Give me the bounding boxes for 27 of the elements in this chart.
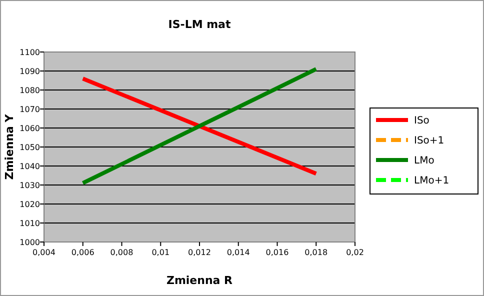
y-axis-title: Zmienna Y [3, 113, 16, 180]
y-tick-label: 1040 [20, 162, 40, 171]
y-tick-label: 1050 [20, 142, 40, 152]
y-tick-label: 1010 [20, 218, 40, 228]
x-axis-title: Zmienna R [166, 274, 234, 287]
legend-label: ISo+1 [414, 136, 444, 146]
chart-title: IS-LM mat [168, 18, 231, 31]
x-tick-label: 0,014 [226, 248, 250, 257]
x-tick-label: 0,018 [304, 248, 328, 257]
y-tick-label: 1090 [20, 66, 40, 76]
legend-label: LMo+1 [414, 176, 450, 186]
x-tick-label: 0,008 [110, 248, 134, 257]
x-tick-label: 0,016 [266, 248, 289, 257]
y-tick-label: 1060 [20, 124, 40, 133]
y-tick-label: 1100 [20, 48, 40, 57]
x-tick-label: 0,02 [346, 248, 364, 257]
x-tick-label: 0,012 [188, 248, 211, 257]
y-tick-label: 1070 [20, 104, 40, 114]
y-tick-label: 1000 [20, 238, 40, 247]
x-tick-label: 0,004 [32, 248, 56, 257]
y-tick-label: 1030 [20, 180, 40, 190]
x-tick-label: 0,006 [71, 248, 94, 257]
legend-label: LMo [414, 156, 434, 166]
y-tick-label: 1020 [20, 200, 40, 209]
y-tick-label: 1080 [20, 86, 40, 95]
x-tick-label: 0,01 [152, 248, 170, 257]
legend-label: ISo [414, 116, 430, 126]
